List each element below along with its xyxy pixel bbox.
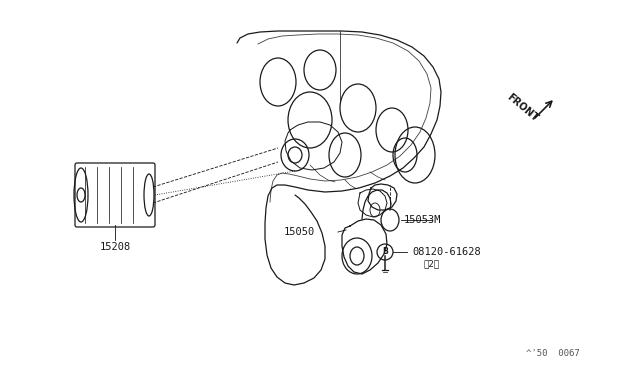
Text: （2）: （2） bbox=[424, 260, 440, 269]
Text: 15208: 15208 bbox=[99, 242, 131, 252]
Text: 08120-61628: 08120-61628 bbox=[412, 247, 481, 257]
Text: B: B bbox=[382, 247, 388, 257]
Text: ^'50  0067: ^'50 0067 bbox=[526, 349, 580, 358]
Text: 15050: 15050 bbox=[284, 227, 315, 237]
Text: FRONT: FRONT bbox=[504, 92, 540, 123]
Text: 15053M: 15053M bbox=[404, 215, 442, 225]
